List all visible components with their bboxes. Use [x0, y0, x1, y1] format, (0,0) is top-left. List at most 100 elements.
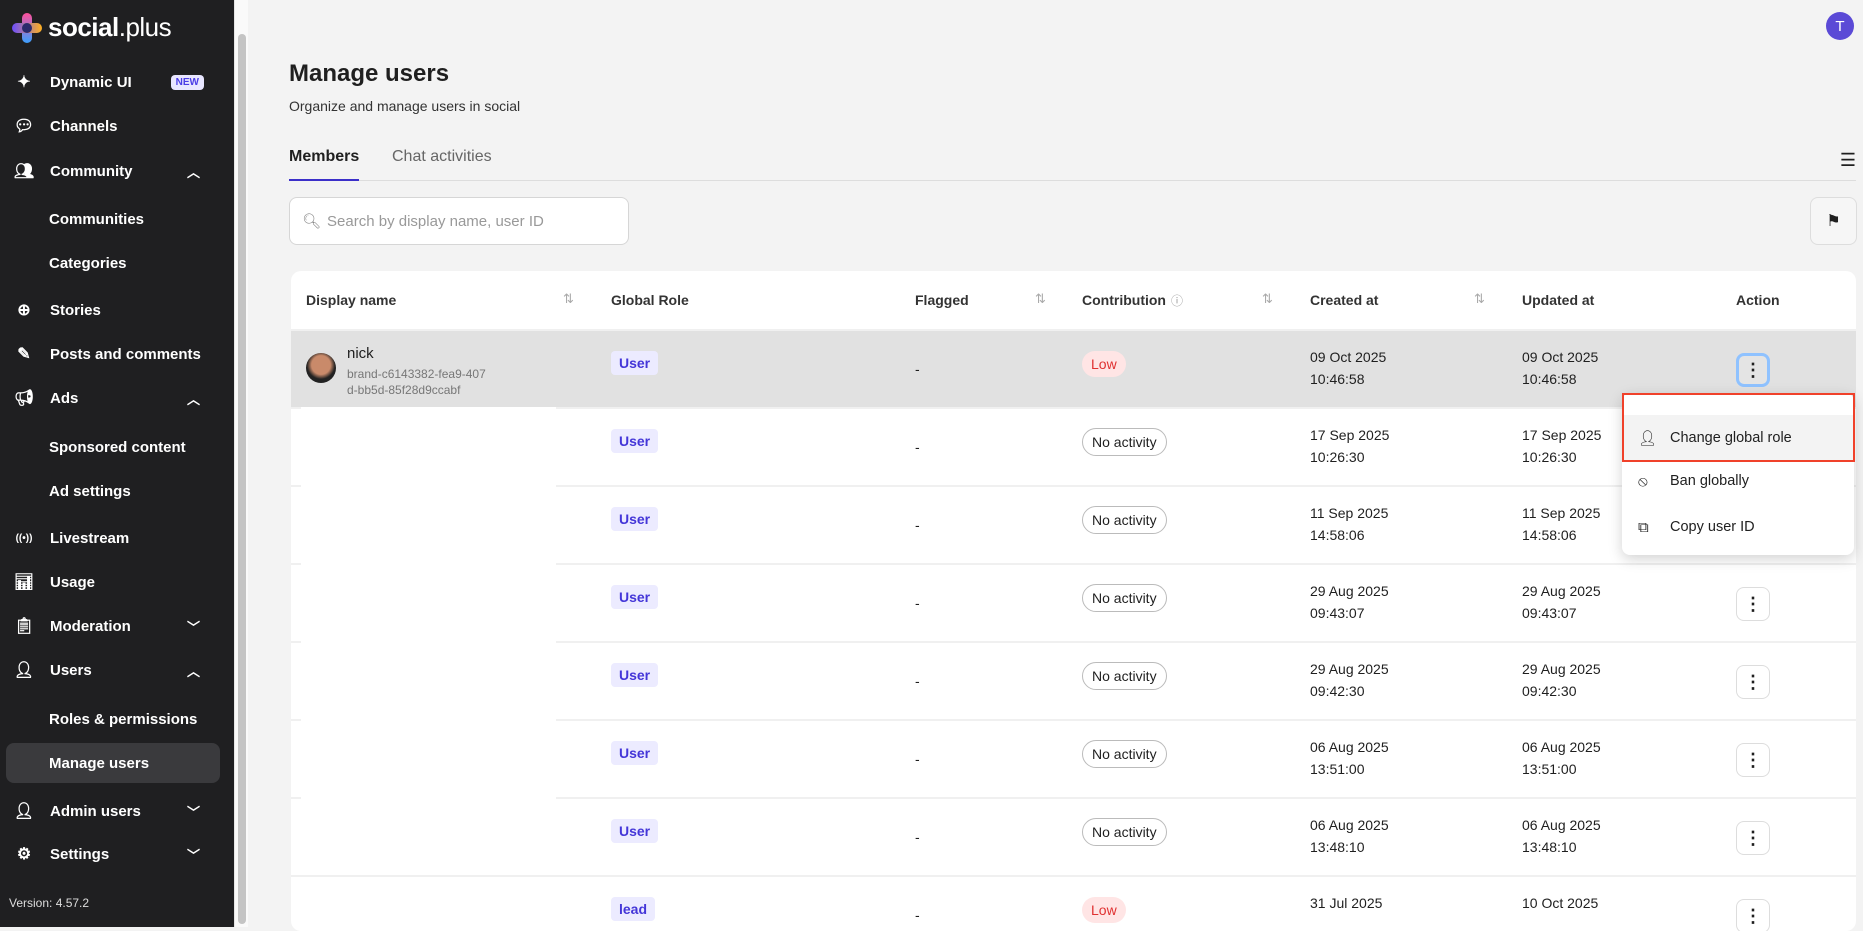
sort-icon[interactable]: ⇅	[1035, 291, 1046, 306]
logo-icon	[12, 12, 42, 43]
created-date: 17 Sep 2025	[1310, 427, 1390, 443]
col-action: Action	[1736, 292, 1780, 308]
more-actions-button[interactable]: ⋮	[1736, 821, 1770, 855]
people-icon: 👥︎	[13, 163, 35, 180]
chevron-up-icon[interactable]: ︿	[186, 164, 200, 180]
sort-icon[interactable]: ⇅	[1474, 291, 1485, 306]
chat-icon: 💬︎	[13, 118, 35, 135]
sidebar-item-usage[interactable]: 📊︎ Usage	[13, 573, 96, 592]
menu-item-change-global-role[interactable]: 👤︎ Change global role	[1622, 415, 1854, 461]
sidebar-item-settings[interactable]: ⚙ Settings ﹀	[6, 834, 220, 874]
sidebar-item-stories[interactable]: ⊕ Stories	[6, 290, 220, 330]
flag-icon: ⚑	[1826, 213, 1841, 230]
col-contribution[interactable]: Contribution ⓘ	[1082, 292, 1183, 308]
sidebar-item-dynamic-ui[interactable]: ✦ Dynamic UI NEW	[6, 62, 220, 102]
search-icon: 🔍︎	[302, 213, 322, 230]
sidebar-item-channels[interactable]: 💬︎ Channels	[13, 117, 118, 136]
chevron-down-icon[interactable]: ﹀	[186, 847, 200, 863]
table-row[interactable]: lead - Low 31 Jul 2025 10 Oct 2025 ⋮	[291, 875, 1856, 931]
table-row[interactable]: User - No activity 06 Aug 2025 13:51:00 …	[291, 719, 1856, 799]
created-date: 29 Aug 2025	[1310, 583, 1389, 599]
created-time: 13:48:10	[1310, 839, 1365, 855]
more-actions-button[interactable]: ⋮	[1736, 587, 1770, 621]
updated-time: 10:46:58	[1522, 371, 1577, 387]
role-badge: User	[611, 663, 659, 687]
updated-time: 10:26:30	[1522, 449, 1577, 465]
action-menu: 👤︎ Change global role ⦸ Ban globally ⧉ Copy…	[1622, 393, 1854, 555]
tab-members[interactable]: Members	[289, 148, 360, 181]
new-badge: NEW	[170, 74, 204, 90]
page-title: Manage users	[289, 60, 450, 87]
ban-icon: ⦸	[1638, 472, 1648, 490]
sidebar-item-ads[interactable]: 📢︎ Ads ︿	[13, 389, 200, 408]
sidebar-item-livestream[interactable]: ((•)) Livestream	[6, 518, 220, 558]
table-row[interactable]: nick brand-c6143382-fea9-407 d-bb5d-85f2…	[291, 329, 1856, 407]
table-row[interactable]: User - No activity 29 Aug 2025 09:42:30 …	[291, 641, 1856, 721]
more-actions-button[interactable]: ⋮	[1736, 743, 1770, 777]
more-actions-button[interactable]: ⋮	[1736, 353, 1770, 387]
updated-time: 13:48:10	[1522, 839, 1577, 855]
flagged-value: -	[915, 673, 920, 689]
search-input[interactable]: 🔍︎ Search by display name, user ID	[289, 197, 629, 245]
story-add-icon: ⊕	[17, 302, 31, 319]
role-badge: User	[611, 819, 659, 843]
updated-date: 09 Oct 2025	[1522, 349, 1599, 365]
more-vertical-icon: ⋮	[1744, 827, 1762, 848]
chevron-up-icon[interactable]: ︿	[186, 663, 200, 679]
sidebar-item-roles-permissions[interactable]: Roles & permissions	[49, 710, 198, 728]
contribution-badge: Low	[1082, 351, 1126, 377]
role-badge: User	[611, 741, 659, 765]
menu-item-copy-user-id[interactable]: ⧉ Copy user ID	[1638, 518, 1755, 536]
flagged-value: -	[915, 907, 920, 923]
chevron-down-icon[interactable]: ﹀	[186, 804, 200, 820]
updated-date: 29 Aug 2025	[1522, 661, 1601, 677]
sidebar-item-communities[interactable]: Communities	[49, 210, 145, 228]
copy-icon: ⧉	[1638, 518, 1649, 536]
sidebar-item-admin-users[interactable]: 👤︎ Admin users ﹀	[13, 802, 200, 821]
flagged-filter-button[interactable]: ⚑	[1810, 197, 1857, 245]
sidebar-item-community[interactable]: 👥︎ Community ︿	[13, 162, 200, 181]
created-time: 09:43:07	[1310, 605, 1365, 621]
sidebar-item-posts-and-comments[interactable]: ✎ Posts and comments	[6, 334, 220, 374]
table-row[interactable]: User - No activity 17 Sep 2025 10:26:30 …	[291, 407, 1856, 487]
sidebar-item-categories[interactable]: Categories	[49, 254, 127, 272]
sort-icon[interactable]: ⇅	[563, 291, 574, 306]
contribution-badge: No activity	[1082, 506, 1167, 534]
menu-item-ban-globally[interactable]: ⦸ Ban globally	[1638, 472, 1749, 490]
logo[interactable]: social.plus	[12, 12, 172, 43]
role-badge: User	[611, 429, 659, 453]
col-display-name[interactable]: Display name	[306, 292, 397, 308]
updated-date: 06 Aug 2025	[1522, 817, 1601, 833]
tab-chat-activities[interactable]: Chat activities	[392, 148, 492, 165]
role-badge: lead	[611, 897, 656, 921]
sidebar-item-users[interactable]: 👤︎ Users ︿	[13, 661, 200, 680]
chevron-up-icon[interactable]: ︿	[186, 391, 200, 407]
sidebar-scrollbar[interactable]	[234, 0, 248, 927]
table-row[interactable]: User - No activity 06 Aug 2025 13:48:10 …	[291, 797, 1856, 877]
contribution-badge: No activity	[1082, 662, 1167, 690]
broadcast-icon: ((•))	[15, 532, 33, 544]
more-actions-button[interactable]: ⋮	[1736, 665, 1770, 699]
updated-date: 06 Aug 2025	[1522, 739, 1601, 755]
flagged-value: -	[915, 361, 920, 377]
chevron-down-icon[interactable]: ﹀	[186, 619, 200, 635]
updated-time: 09:42:30	[1522, 683, 1577, 699]
updated-date: 11 Sep 2025	[1522, 505, 1601, 521]
filter-icon[interactable]: ☰	[1839, 150, 1856, 170]
table-row[interactable]: User - No activity 29 Aug 2025 09:43:07 …	[291, 563, 1856, 643]
tab-bar: Members Chat activities ☰	[289, 146, 1856, 181]
updated-time: 13:51:00	[1522, 761, 1577, 777]
sidebar-item-moderation[interactable]: 📋︎ Moderation ﹀	[13, 617, 200, 636]
sort-icon[interactable]: ⇅	[1262, 291, 1273, 306]
sidebar-item-sponsored-content[interactable]: Sponsored content	[49, 438, 186, 456]
updated-time: 14:58:06	[1522, 527, 1577, 543]
highlight-box	[1622, 393, 1855, 462]
col-flagged[interactable]: Flagged	[915, 292, 969, 308]
sidebar-item-manage-users[interactable]: Manage users	[6, 743, 220, 783]
created-time: 10:26:30	[1310, 449, 1365, 465]
sidebar-item-ad-settings[interactable]: Ad settings	[49, 482, 131, 500]
col-created-at[interactable]: Created at	[1310, 292, 1379, 308]
more-actions-button[interactable]: ⋮	[1736, 899, 1770, 931]
scrollbar-thumb[interactable]	[238, 34, 246, 924]
user-avatar[interactable]: T	[1826, 12, 1854, 40]
